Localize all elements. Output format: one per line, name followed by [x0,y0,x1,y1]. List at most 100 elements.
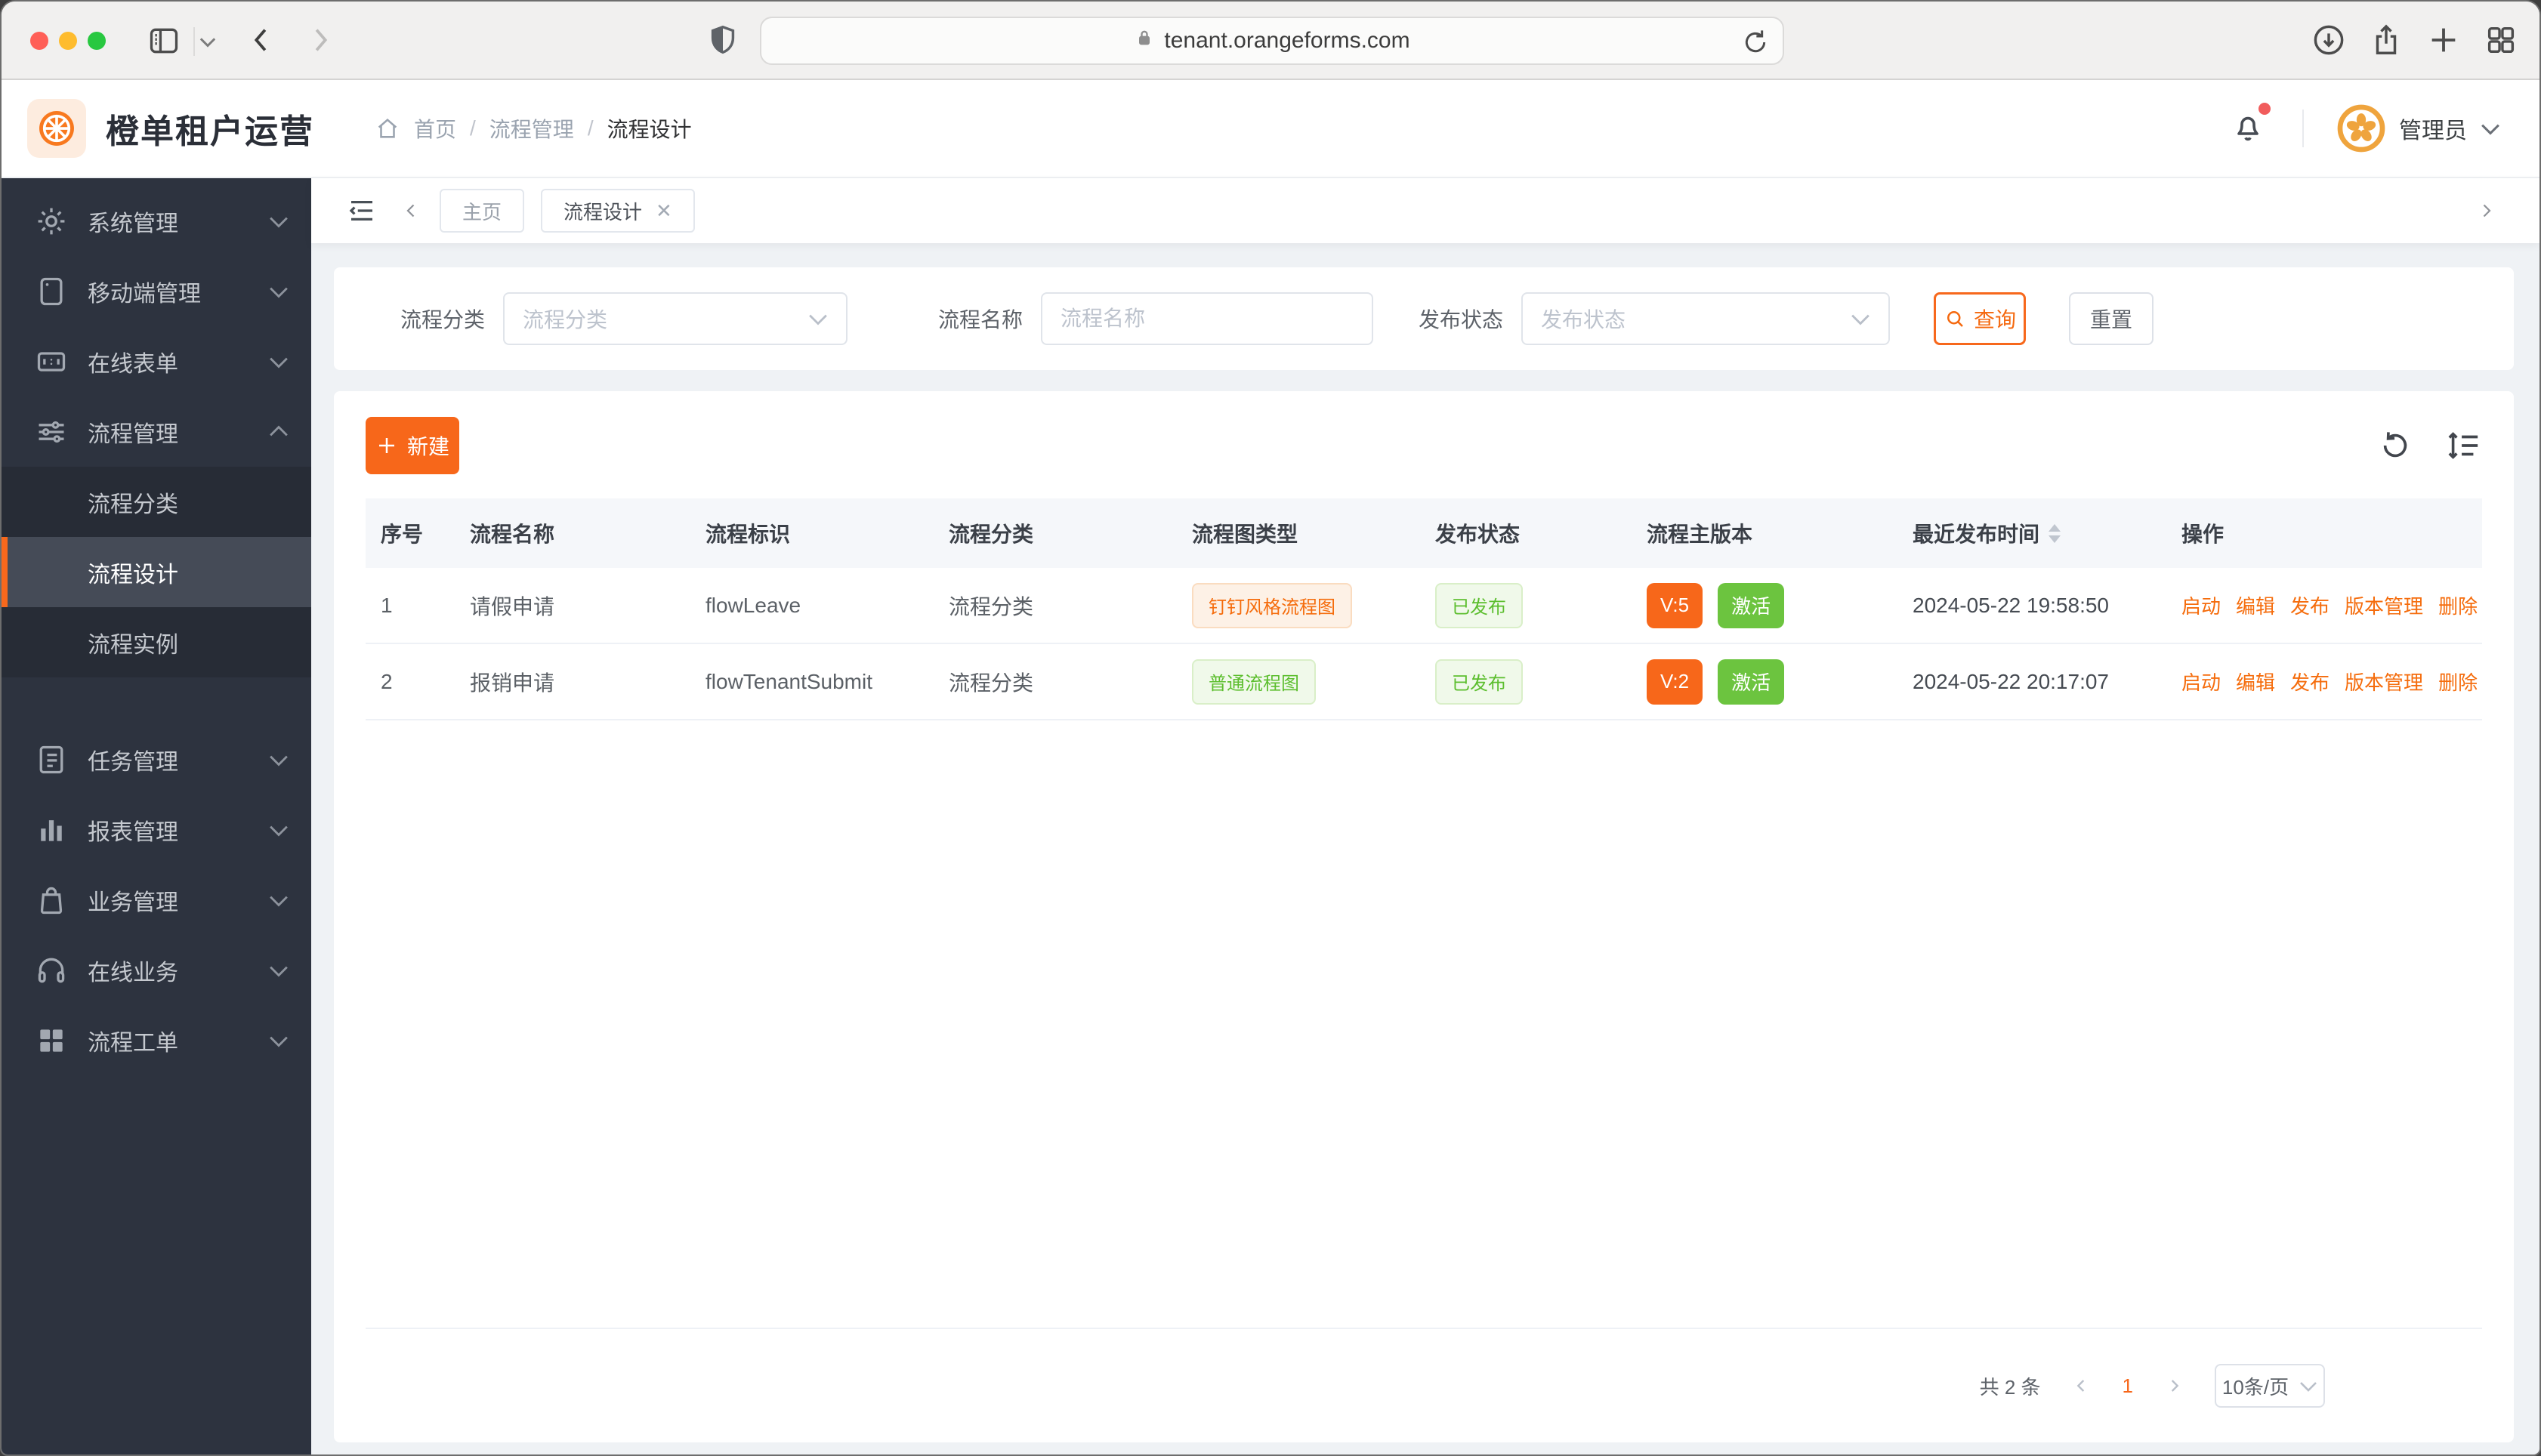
search-icon [1944,307,1966,330]
category-filter-select[interactable]: 流程分类 [503,292,848,345]
sidebar-item-process-design[interactable]: 流程设计 [2,537,311,607]
share-button[interactable] [2369,23,2404,57]
current-page[interactable]: 1 [2122,1374,2133,1397]
process-name: 报销申请 [470,671,555,695]
fold-menu-icon[interactable] [346,195,378,227]
sidebar-item-online-business[interactable]: 在线业务 [2,935,311,1005]
downloads-button[interactable] [2311,23,2346,57]
tab-overview-button[interactable] [2484,23,2518,57]
total-count: 共 2 条 [1979,1375,2041,1399]
sidebar-menu-chevron-icon[interactable] [199,35,216,48]
sidebar-item-process-management[interactable]: 流程管理 [2,396,311,467]
start-link[interactable]: 启动 [2181,671,2221,694]
name-filter-input[interactable] [1041,292,1374,345]
sidebar-item-process-workorder[interactable]: 流程工单 [2,1005,311,1075]
start-link[interactable]: 启动 [2181,595,2221,618]
page-size-value: 10条/页 [2221,1375,2289,1399]
breadcrumb-home[interactable]: 首页 [414,118,457,141]
next-page-icon[interactable] [2163,1375,2184,1396]
sidebar-spacer [2,677,311,724]
search-button[interactable]: 查询 [1934,292,2027,345]
forward-button[interactable] [302,23,337,57]
table-toolbar: 新建 [366,391,2482,474]
sidebar-item-task-management[interactable]: 任务管理 [2,724,311,794]
address-bar[interactable]: tenant.orangeforms.com [760,17,1784,65]
tab-process-design[interactable]: 流程设计 ✕ [541,189,695,233]
status-filter-label: 发布状态 [1419,308,1504,332]
version-manage-link[interactable]: 版本管理 [2345,671,2424,694]
sidebar-item-business-management[interactable]: 业务管理 [2,865,311,935]
version-badge: V:2 [1647,659,1703,705]
edit-link[interactable]: 编辑 [2236,671,2276,694]
lock-icon [1134,26,1155,55]
select-placeholder: 流程分类 [523,308,608,332]
published-time: 2024-05-22 20:17:07 [1913,669,2109,693]
column-header-status: 发布状态 [1435,523,1521,546]
reset-button[interactable]: 重置 [2069,292,2154,345]
sidebar-item-label: 移动端管理 [88,281,201,307]
sidebar: 系统管理 移动端管理 在线表单 流程管理 流程分类 [2,178,311,1454]
app-title: 橙单租户运营 [106,113,314,150]
tabs-scroll-right-icon[interactable] [2475,199,2497,222]
column-header-key: 流程标识 [705,523,791,546]
chevron-down-icon [269,822,289,838]
create-button-label: 新建 [406,435,449,458]
version-manage-link[interactable]: 版本管理 [2345,595,2424,618]
sidebar-item-label: 在线业务 [88,960,178,986]
shopping-bag-icon [35,884,68,917]
chevron-down-icon [2299,1379,2317,1393]
column-header-diagram-type: 流程图类型 [1192,523,1298,546]
sort-icons[interactable] [2049,523,2061,543]
column-settings-icon[interactable] [2444,428,2482,463]
pagination: 共 2 条 1 10条/页 [366,1329,2482,1442]
sidebar-item-report-management[interactable]: 报表管理 [2,794,311,865]
process-key: flowLeave [705,593,801,617]
home-icon[interactable] [375,116,400,141]
column-header-category: 流程分类 [949,523,1034,546]
sidebar-item-label: 任务管理 [88,749,178,775]
back-button[interactable] [245,23,279,57]
zoom-window-button[interactable] [88,32,106,50]
privacy-shield-icon[interactable] [705,23,740,57]
new-tab-button[interactable] [2426,23,2461,57]
user-menu[interactable]: 管理员 [2337,104,2500,153]
delete-link[interactable]: 删除 [2438,595,2478,618]
reload-icon[interactable] [1740,27,1771,63]
sidebar-item-mobile[interactable]: 移动端管理 [2,256,311,326]
chevron-down-icon [269,752,289,767]
tabs-scroll-left-icon[interactable] [400,199,423,222]
tab-bar: 主页 流程设计 ✕ [311,178,2539,243]
close-window-button[interactable] [30,32,48,50]
name-filter-label: 流程名称 [938,308,1024,332]
breadcrumb-mid[interactable]: 流程管理 [489,118,574,141]
sidebar-item-process-instance[interactable]: 流程实例 [2,607,311,677]
close-icon[interactable]: ✕ [656,199,672,222]
sidebar-item-online-forms[interactable]: 在线表单 [2,326,311,396]
status-filter-select[interactable]: 发布状态 [1521,292,1891,345]
sidebar-item-system[interactable]: 系统管理 [2,186,311,256]
delete-link[interactable]: 删除 [2438,671,2478,694]
table-row: 2 报销申请 flowTenantSubmit 流程分类 普通流程图 已发布 V… [366,644,2482,720]
chevron-down-icon [269,893,289,908]
gear-icon [35,205,68,238]
refresh-icon[interactable] [2378,428,2413,463]
column-header-published-time[interactable]: 最近发布时间 [1897,518,2166,548]
sidebar-item-process-category[interactable]: 流程分类 [2,467,311,537]
page-content: 流程分类 流程分类 流程名称 发布状态 发布状态 [311,243,2539,1454]
notification-bell-icon[interactable] [2230,102,2271,149]
notification-badge [2258,102,2271,115]
process-category: 流程分类 [949,671,1034,695]
prev-page-icon[interactable] [2071,1375,2092,1396]
sidebar-toggle-icon[interactable] [147,24,181,57]
page-size-select[interactable]: 10条/页 [2215,1364,2325,1408]
create-button[interactable]: 新建 [366,417,459,474]
chevron-down-icon [269,214,289,229]
process-name: 请假申请 [470,594,555,618]
publish-link[interactable]: 发布 [2290,595,2330,618]
tab-home[interactable]: 主页 [440,189,525,233]
sidebar-item-label: 报表管理 [88,819,178,845]
app-logo [27,99,86,158]
minimize-window-button[interactable] [59,32,77,50]
edit-link[interactable]: 编辑 [2236,595,2276,618]
publish-link[interactable]: 发布 [2290,671,2330,694]
